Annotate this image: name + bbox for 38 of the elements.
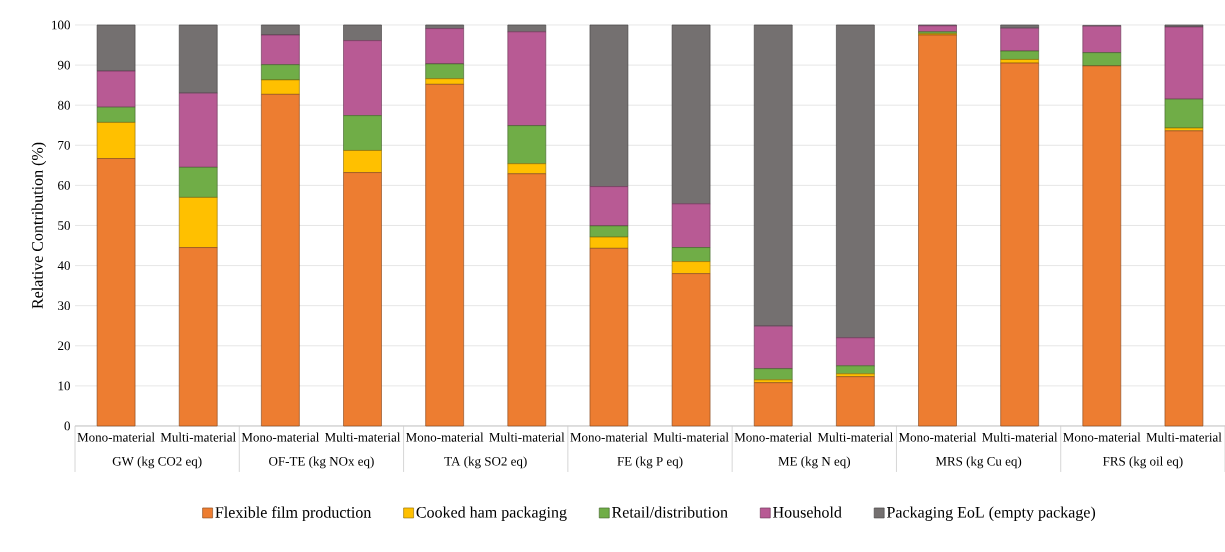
y-tick-label: 10: [58, 381, 70, 391]
y-tick-label: 50: [58, 221, 70, 230]
y-tick-label: 60: [58, 181, 70, 190]
text: MRS (kg Cu eq): [935, 456, 1022, 469]
x-tick-label: Mono-material: [77, 432, 155, 442]
x-tick-label: Mono-material: [241, 432, 320, 442]
y-tick-label: 30: [58, 301, 70, 311]
x-tick-label: Mono-material: [406, 432, 484, 442]
x-tick-label: Mono-material: [734, 432, 812, 442]
y-tick-label: 0: [64, 421, 70, 431]
y-tick-label: 40: [57, 261, 70, 270]
legend-label: Retail/distribution: [612, 506, 728, 518]
y-tick-label: 20: [58, 341, 70, 351]
y-tick-label: 100: [52, 20, 70, 30]
legend-label: Flexible film production: [215, 506, 372, 522]
y-tick-label: 90: [57, 60, 70, 70]
text: GW (kg CO2 eq): [112, 456, 202, 469]
text: FRS (kg oil eq): [1102, 456, 1183, 469]
x-tick-label: Mono-material: [1063, 432, 1141, 442]
x-tick-label: Multi-material: [817, 432, 894, 442]
y-tick-label: 70: [58, 140, 70, 150]
x-tick-label: Multi-material: [160, 432, 236, 442]
text: ME (kg N eq): [778, 456, 850, 469]
x-tick-label: Multi-material: [982, 432, 1058, 442]
x-tick-label: Multi-material: [489, 432, 565, 442]
x-tick-label: Multi-material: [653, 432, 729, 442]
text: FE (kg P eq): [617, 456, 683, 469]
text: OF-TE (kg NOx eq): [269, 456, 374, 469]
y-tick-label: 80: [57, 100, 70, 110]
text: TA (kg SO2 eq): [444, 456, 527, 469]
legend-label: Household: [773, 506, 842, 518]
legend-label: Packaging EoL (empty package): [886, 506, 1096, 521]
x-tick-label: Multi-material: [324, 432, 401, 442]
x-tick-label: Mono-material: [570, 432, 648, 442]
legend-label: Cooked ham packaging: [416, 506, 567, 521]
y-axis-title: Relative Contribution (%): [31, 142, 47, 309]
x-tick-label: Mono-material: [898, 432, 977, 442]
x-tick-label: Multi-material: [1146, 432, 1222, 442]
